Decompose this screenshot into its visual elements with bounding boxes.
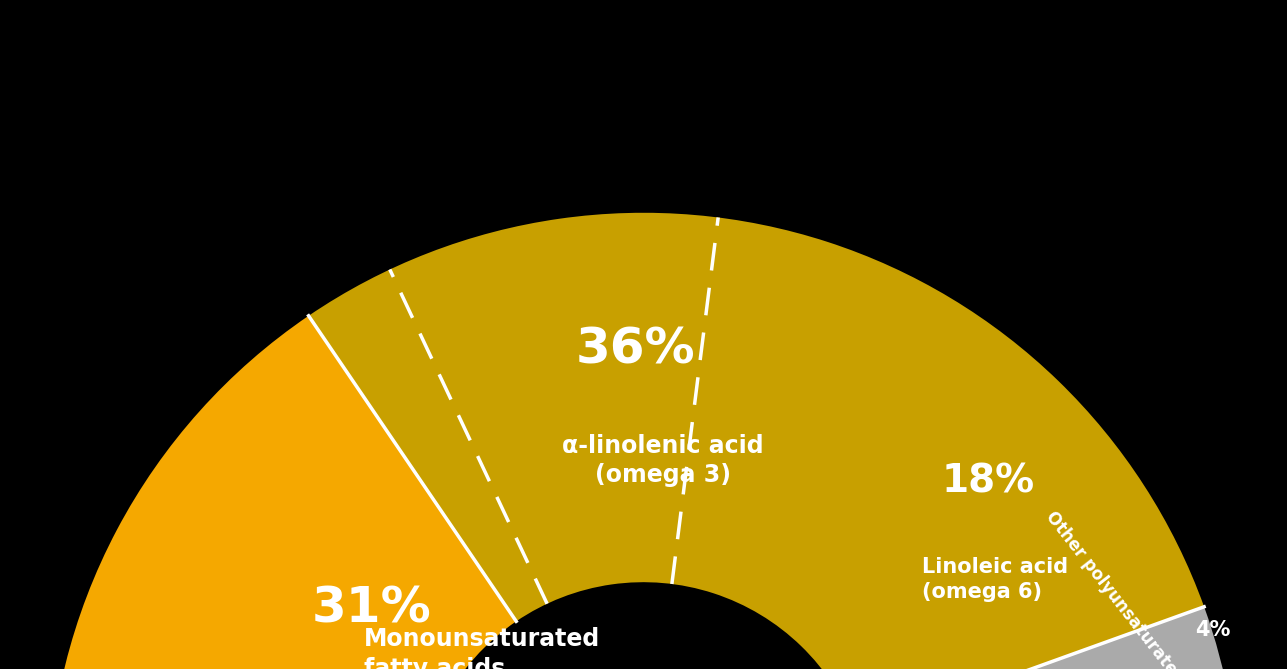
Text: Other polyunsaturated fatty acids: Other polyunsaturated fatty acids [1041, 508, 1252, 669]
Text: α-linolenic acid
(omega 3): α-linolenic acid (omega 3) [562, 434, 764, 488]
Wedge shape [857, 607, 1239, 669]
Text: 18%: 18% [942, 462, 1035, 500]
Text: 36%: 36% [577, 326, 696, 374]
Text: Linoleic acid
(omega 6): Linoleic acid (omega 6) [923, 557, 1068, 602]
Wedge shape [48, 316, 516, 669]
Wedge shape [309, 213, 1205, 669]
Text: 4%: 4% [1194, 620, 1230, 640]
Text: Monounsaturated
fatty acids: Monounsaturated fatty acids [364, 627, 600, 669]
Text: 31%: 31% [311, 585, 432, 632]
